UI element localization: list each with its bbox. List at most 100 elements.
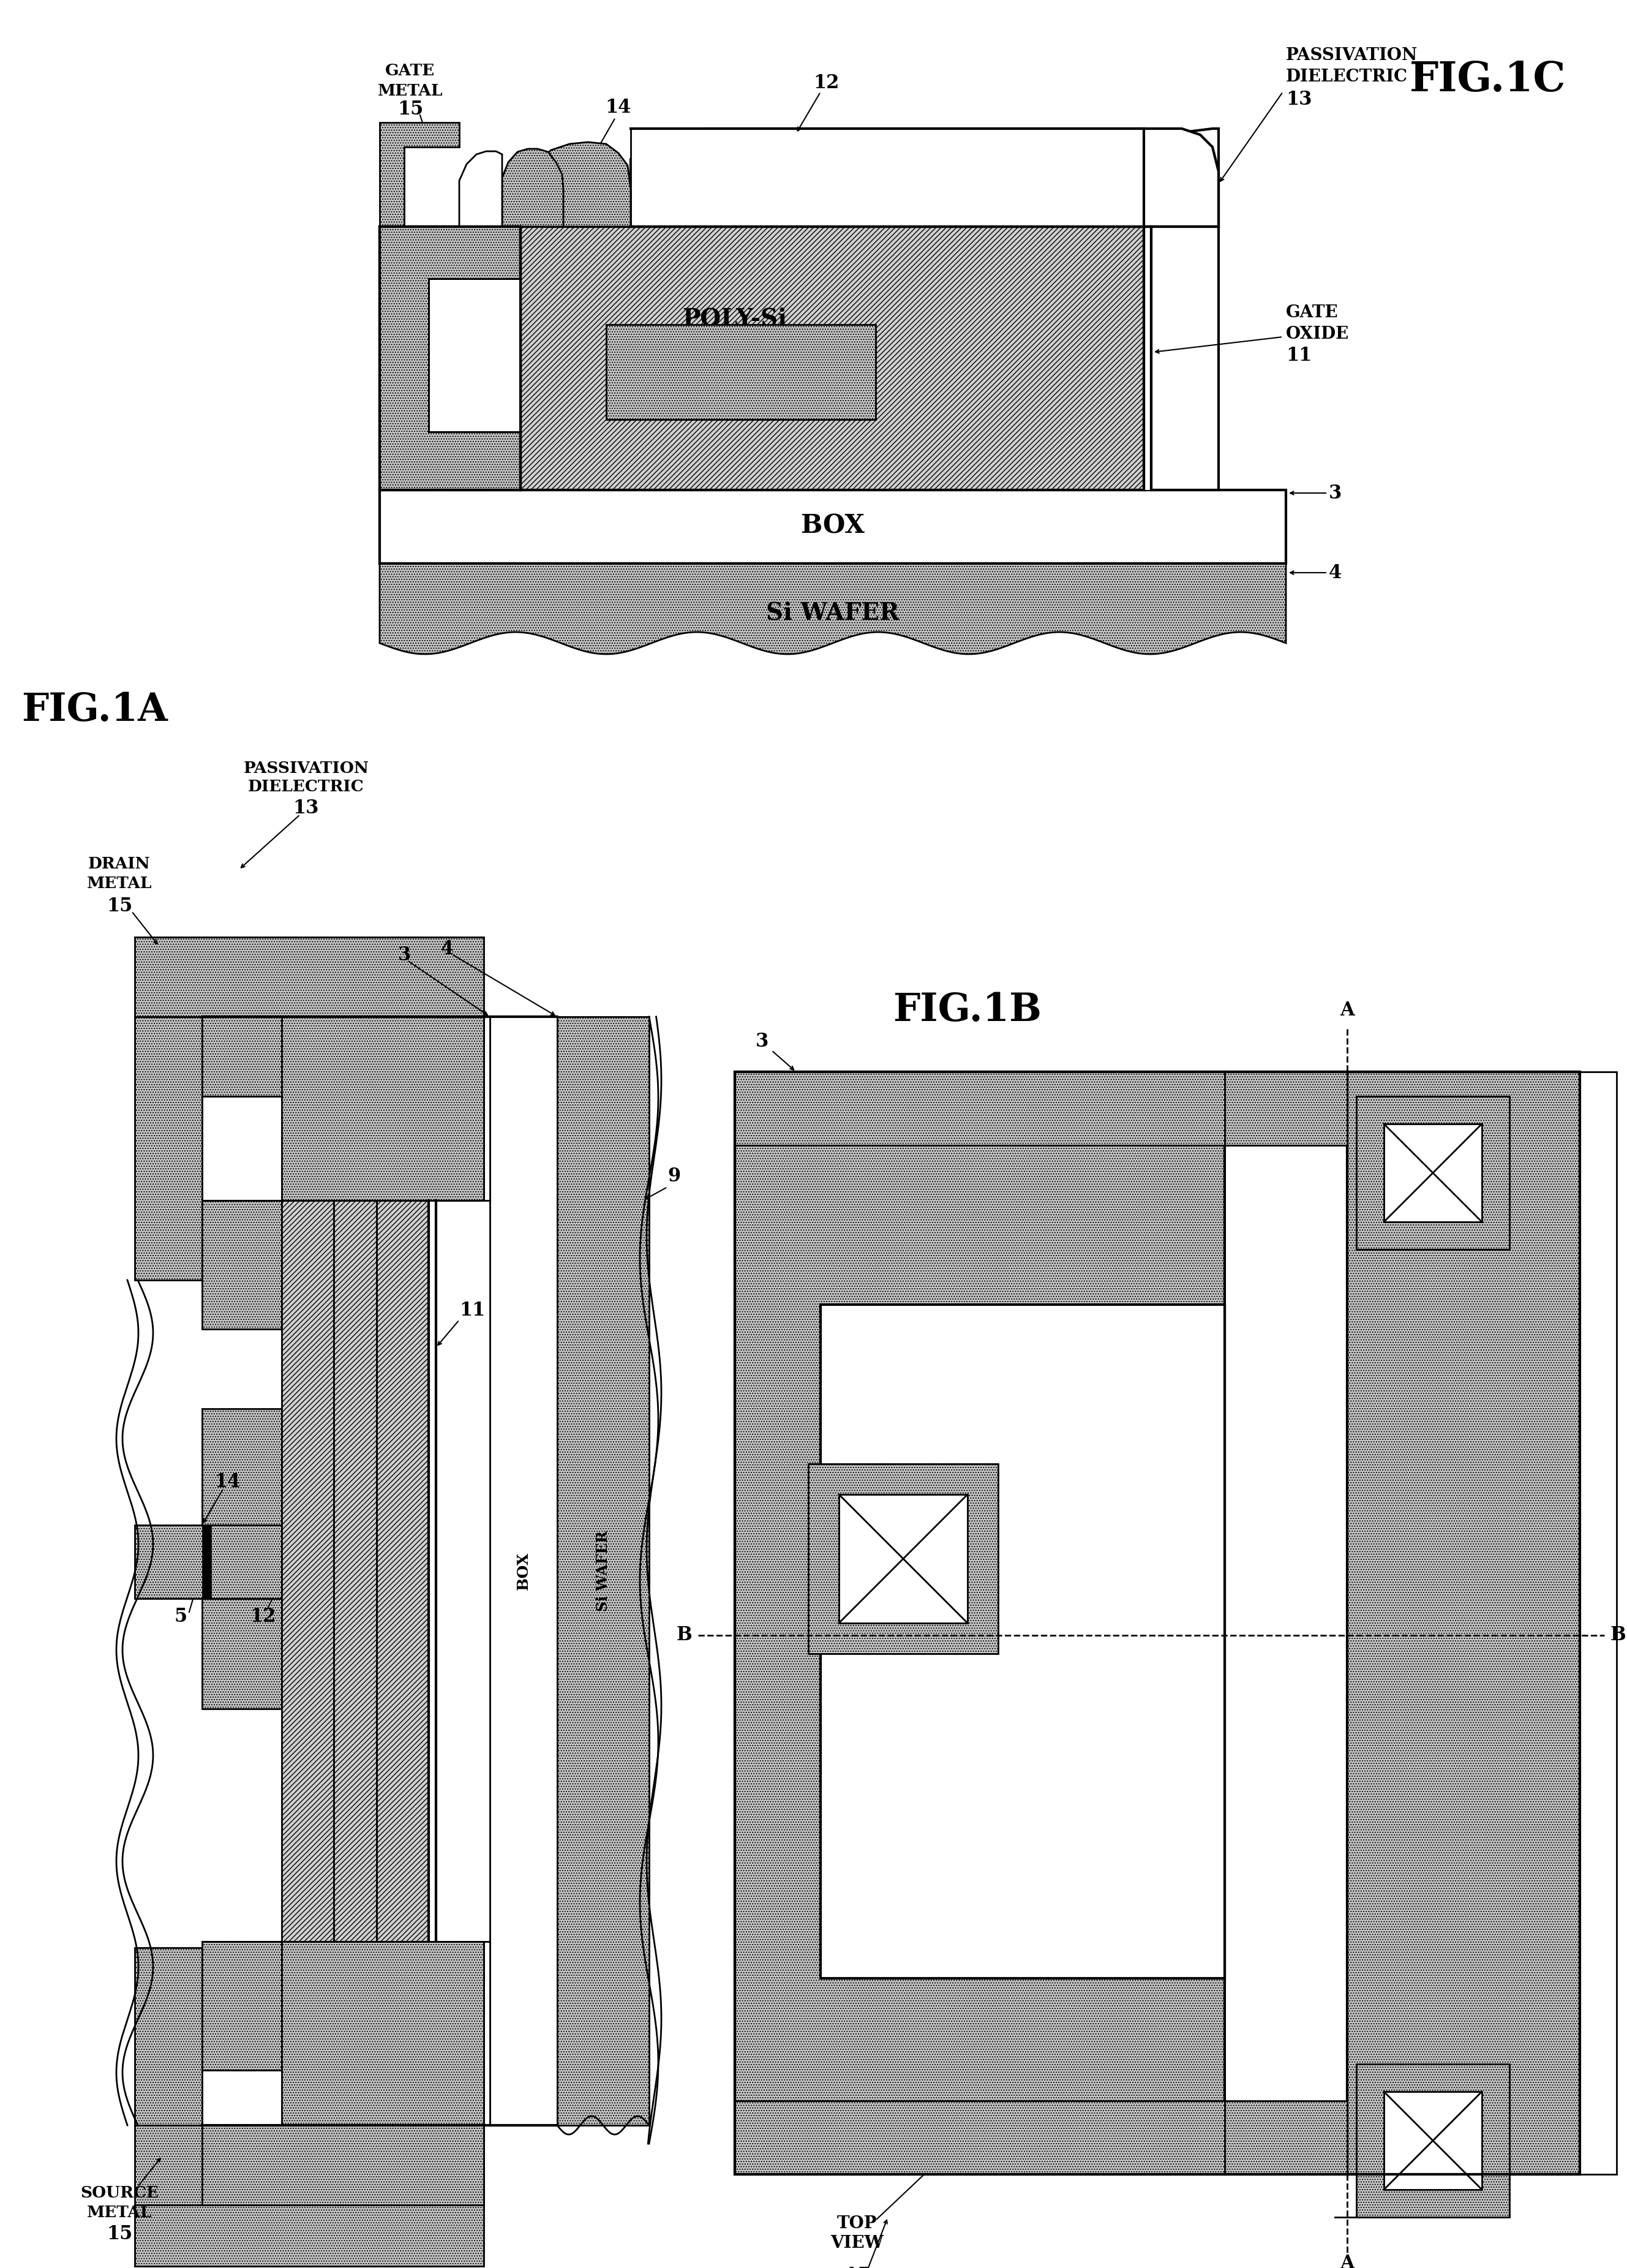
Text: SOI: SOI: [348, 1556, 361, 1585]
Bar: [202, 1200, 281, 1329]
Text: 13: 13: [293, 798, 319, 819]
Bar: [1357, 2064, 1510, 2218]
Text: BOX: BOX: [516, 1551, 530, 1590]
Bar: [1580, 1073, 1617, 2175]
Bar: [1385, 1125, 1482, 1222]
Bar: [820, 1304, 1225, 1978]
Bar: [735, 1073, 1580, 2175]
Text: 11: 11: [459, 1302, 485, 1320]
Bar: [556, 1016, 649, 2125]
Bar: [202, 1941, 281, 2071]
Bar: [607, 324, 875, 420]
Text: PASSIVATION: PASSIVATION: [1285, 48, 1417, 64]
Text: 9: 9: [667, 1166, 680, 1186]
Text: 3: 3: [757, 1032, 770, 1050]
Polygon shape: [1152, 129, 1219, 490]
Text: POLY-Si: POLY-Si: [682, 306, 787, 331]
Text: GATE: GATE: [1285, 304, 1339, 320]
Text: 12: 12: [251, 1608, 277, 1626]
Bar: [631, 129, 1144, 227]
Bar: [1357, 1095, 1510, 1250]
Text: 11: 11: [1285, 345, 1311, 365]
Bar: [135, 1948, 202, 2125]
Bar: [281, 1200, 334, 1941]
Bar: [735, 2100, 1347, 2175]
Polygon shape: [503, 150, 563, 227]
Bar: [1385, 2091, 1482, 2189]
Text: TOP: TOP: [838, 2216, 877, 2232]
Bar: [735, 1073, 1347, 1145]
Text: 15: 15: [397, 100, 423, 118]
Bar: [281, 1016, 483, 1200]
Text: 3: 3: [1329, 483, 1342, 503]
Text: n++ Si: n++ Si: [351, 2016, 413, 2032]
Bar: [135, 2125, 483, 2204]
Polygon shape: [631, 129, 1144, 227]
Text: BOX: BOX: [800, 513, 864, 538]
Text: FIG.1C: FIG.1C: [1409, 59, 1567, 100]
Bar: [281, 1941, 483, 2125]
Bar: [135, 1016, 202, 1279]
Bar: [490, 1016, 556, 2125]
Text: METAL: METAL: [86, 875, 151, 891]
Text: 12: 12: [814, 73, 840, 93]
Text: DIELECTRIC: DIELECTRIC: [247, 780, 364, 794]
Bar: [483, 1941, 490, 2125]
Bar: [840, 1495, 968, 1624]
Text: n++ Si: n++ Si: [351, 1091, 413, 1107]
Bar: [521, 227, 1144, 490]
Text: 14: 14: [215, 1472, 241, 1492]
Polygon shape: [379, 562, 1285, 653]
Bar: [1225, 1073, 1347, 2175]
Text: 14: 14: [937, 1427, 963, 1445]
Bar: [1347, 1073, 1580, 2175]
Text: A: A: [1341, 2254, 1354, 2268]
Bar: [376, 1200, 428, 1941]
Bar: [202, 1408, 281, 1708]
Polygon shape: [521, 143, 631, 227]
Text: FIG.1B: FIG.1B: [893, 991, 1041, 1030]
Text: 5: 5: [174, 1608, 187, 1626]
Bar: [135, 1524, 281, 1599]
Polygon shape: [1144, 129, 1219, 227]
Text: 13: 13: [1285, 91, 1311, 109]
Text: OXIDE: OXIDE: [1285, 327, 1349, 342]
Text: 15: 15: [106, 896, 132, 916]
Text: B: B: [677, 1626, 691, 1644]
Text: Si WAFER: Si WAFER: [766, 601, 900, 624]
Bar: [735, 1073, 1225, 2175]
Text: 3: 3: [397, 946, 410, 964]
Text: 13: 13: [171, 1565, 197, 1583]
Bar: [809, 1463, 997, 1653]
Text: SOI: SOI: [718, 361, 763, 383]
Text: VIEW: VIEW: [831, 2234, 883, 2252]
Bar: [135, 2204, 483, 2266]
Text: FIG.1A: FIG.1A: [21, 692, 168, 728]
Bar: [483, 1016, 490, 1200]
Text: METAL: METAL: [377, 84, 443, 98]
Text: PASSIVATION: PASSIVATION: [244, 762, 369, 776]
Text: 4: 4: [441, 939, 454, 959]
Text: B: B: [1611, 1626, 1627, 1644]
Bar: [202, 1524, 212, 1599]
Bar: [334, 1200, 376, 1941]
Bar: [428, 279, 521, 431]
Bar: [1144, 227, 1152, 490]
Text: SOURCE: SOURCE: [80, 2184, 158, 2200]
Bar: [379, 227, 521, 490]
Text: METAL: METAL: [86, 2204, 151, 2220]
Polygon shape: [379, 122, 459, 227]
Text: DRAIN: DRAIN: [88, 855, 151, 871]
Bar: [202, 1016, 483, 1095]
Text: DIELECTRIC: DIELECTRIC: [1285, 68, 1407, 84]
Bar: [202, 2125, 483, 2204]
Text: 14: 14: [605, 98, 631, 116]
Text: 4: 4: [1329, 562, 1342, 583]
Text: 15: 15: [106, 2225, 132, 2243]
Bar: [379, 490, 1285, 562]
Text: A: A: [1341, 1000, 1354, 1021]
Polygon shape: [459, 152, 503, 227]
Bar: [135, 937, 483, 1016]
Text: Si WAFER: Si WAFER: [595, 1531, 610, 1613]
Text: GATE: GATE: [386, 64, 434, 77]
